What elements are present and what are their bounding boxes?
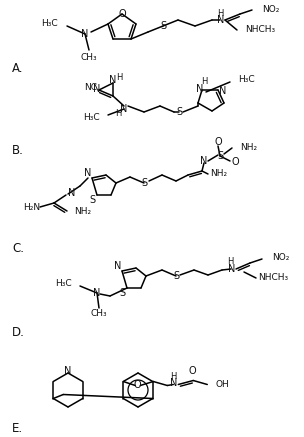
Text: NHCH₃: NHCH₃ <box>245 25 275 35</box>
Text: N: N <box>120 104 128 114</box>
Text: N: N <box>219 86 227 96</box>
Text: S: S <box>217 151 223 161</box>
Text: N: N <box>84 168 92 178</box>
Text: B.: B. <box>12 143 24 156</box>
Text: N: N <box>217 15 225 25</box>
Text: S: S <box>141 178 147 188</box>
Text: A.: A. <box>12 62 23 74</box>
Text: H₂N: H₂N <box>23 202 40 212</box>
Text: N: N <box>196 84 204 94</box>
Text: N: N <box>109 75 117 85</box>
Text: CH₃: CH₃ <box>91 309 107 319</box>
Text: N: N <box>228 264 236 274</box>
Text: H: H <box>170 372 176 381</box>
Text: H₃C: H₃C <box>238 76 255 84</box>
Text: NHCH₃: NHCH₃ <box>258 274 288 282</box>
Text: CH₃: CH₃ <box>81 52 97 62</box>
Text: NC: NC <box>84 83 97 93</box>
Text: S: S <box>89 195 95 205</box>
Text: NH₂: NH₂ <box>210 169 227 177</box>
Text: O: O <box>188 367 196 377</box>
Text: H: H <box>115 108 121 118</box>
Text: S: S <box>160 21 166 31</box>
Text: N: N <box>200 156 208 166</box>
Text: C.: C. <box>12 242 24 254</box>
Text: H: H <box>227 257 233 267</box>
Text: H₃C: H₃C <box>41 20 58 28</box>
Text: O: O <box>231 157 239 167</box>
Text: H₃C: H₃C <box>55 280 72 288</box>
Text: E.: E. <box>12 422 23 434</box>
Text: N: N <box>68 188 76 198</box>
Text: H: H <box>201 77 207 87</box>
Text: O: O <box>214 137 222 147</box>
Text: S: S <box>119 288 125 298</box>
Text: S: S <box>173 271 179 281</box>
Text: N: N <box>170 378 177 388</box>
Text: O: O <box>118 9 126 19</box>
Text: D.: D. <box>12 326 25 339</box>
Text: H₃C: H₃C <box>83 112 100 121</box>
Text: O: O <box>133 381 141 391</box>
Text: N: N <box>81 29 89 39</box>
Text: H: H <box>116 73 122 81</box>
Text: NO₂: NO₂ <box>272 253 289 263</box>
Text: N: N <box>93 84 101 94</box>
Text: N: N <box>64 366 72 376</box>
Text: N: N <box>93 288 101 298</box>
Text: N: N <box>114 261 122 271</box>
Text: NH₂: NH₂ <box>240 142 257 152</box>
Text: OH: OH <box>215 380 229 389</box>
Text: NH₂: NH₂ <box>74 207 91 215</box>
Text: H: H <box>217 8 223 17</box>
Text: S: S <box>176 107 182 117</box>
Text: NO₂: NO₂ <box>262 4 279 14</box>
